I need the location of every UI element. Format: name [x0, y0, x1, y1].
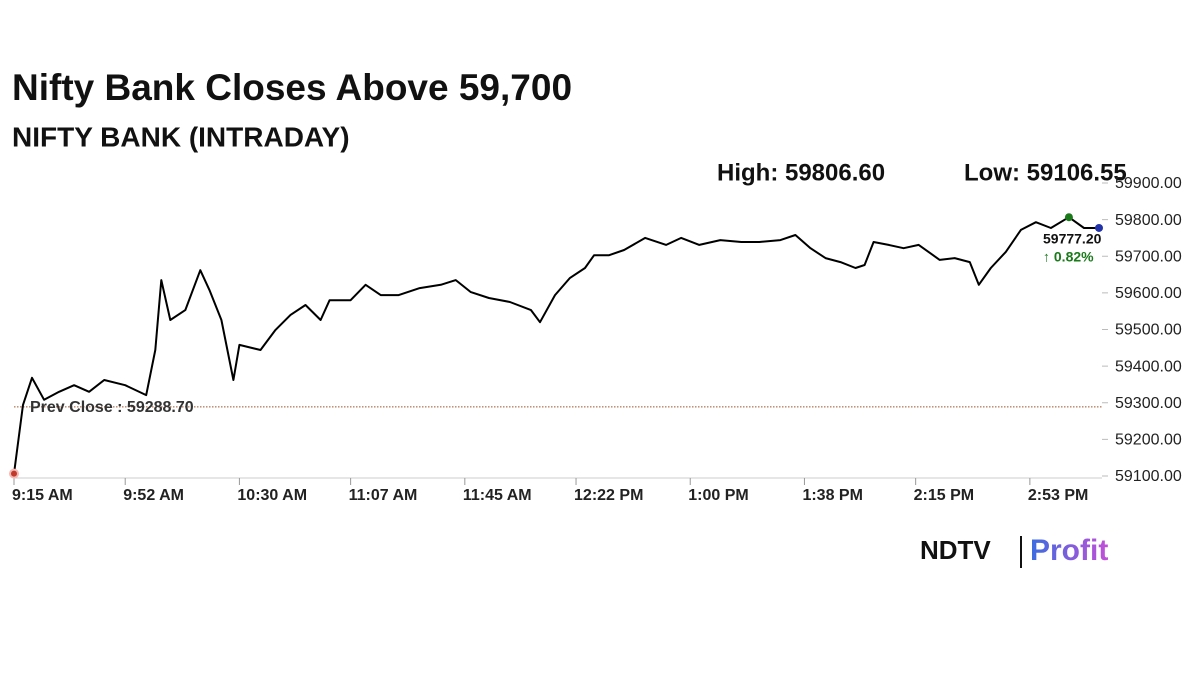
change-label: ↑ 0.82%	[1043, 249, 1094, 265]
y-tick-label: 59300.00	[1115, 395, 1182, 412]
y-tick-label: 59900.00	[1115, 175, 1182, 192]
x-tick-label: 2:15 PM	[914, 487, 974, 504]
x-tick-label: 1:38 PM	[802, 487, 862, 504]
high-label: High: 59806.60	[717, 159, 885, 186]
x-tick-label: 1:00 PM	[688, 487, 748, 504]
y-tick-label: 59200.00	[1115, 432, 1182, 449]
y-tick-label: 59100.00	[1115, 468, 1182, 485]
chart-subtitle: NIFTY BANK (INTRADAY)	[12, 121, 350, 152]
y-tick-label: 59800.00	[1115, 212, 1182, 229]
brand-ndtv: NDTV	[920, 535, 991, 565]
y-tick-label: 59700.00	[1115, 248, 1182, 265]
price-line	[13, 216, 1099, 474]
low-marker	[9, 468, 19, 479]
last-value-label: 59777.20	[1043, 231, 1102, 247]
brand-profit: Profit	[1030, 534, 1108, 567]
low-label: Low: 59106.55	[964, 159, 1127, 186]
y-tick-label: 59400.00	[1115, 358, 1182, 375]
x-tick-label: 11:45 AM	[463, 487, 532, 504]
x-tick-label: 9:52 AM	[123, 487, 184, 504]
x-tick-label: 11:07 AM	[349, 487, 418, 504]
y-tick-label: 59500.00	[1115, 322, 1182, 339]
prev-close-label: Prev Close : 59288.70	[30, 399, 194, 416]
last-marker	[1094, 223, 1103, 232]
x-tick-label: 12:22 PM	[574, 487, 643, 504]
x-tick-label: 2:53 PM	[1028, 487, 1088, 504]
x-tick-label: 9:15 AM	[12, 487, 73, 504]
x-tick-label: 10:30 AM	[237, 487, 307, 504]
y-tick-label: 59600.00	[1115, 285, 1182, 302]
high-marker	[1064, 213, 1073, 222]
chart-title: Nifty Bank Closes Above 59,700	[12, 67, 572, 108]
